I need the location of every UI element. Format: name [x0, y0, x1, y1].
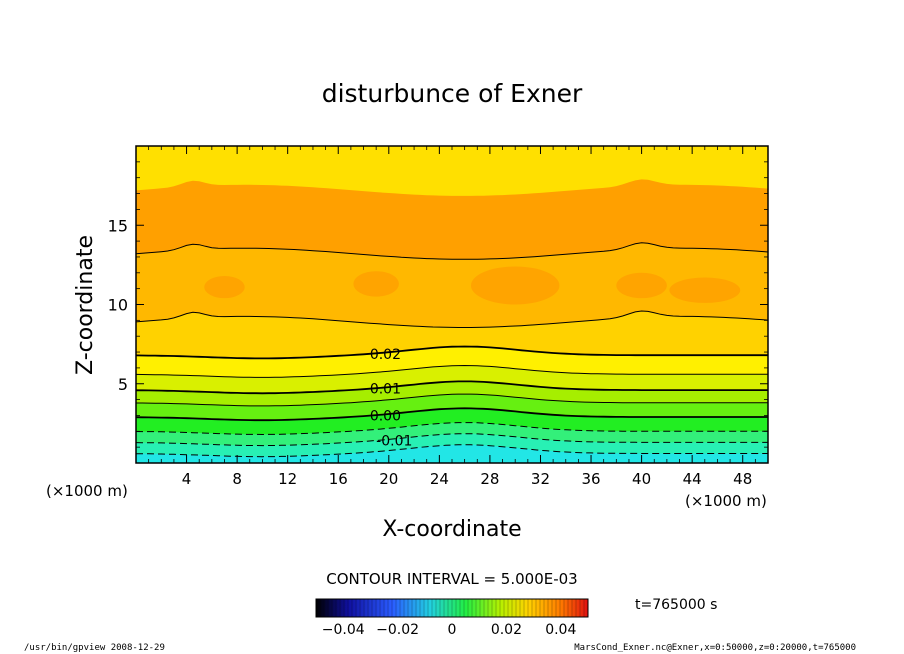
y-tick-label: 10 [108, 296, 128, 315]
contour-line-5 [136, 380, 768, 395]
max-region-0 [204, 275, 245, 299]
contour-label: 0.00 [370, 409, 401, 425]
x-tick-label: 20 [379, 470, 398, 488]
x-tick-label: 24 [430, 470, 449, 488]
x-tick-label: 8 [232, 470, 242, 488]
contour-line-0 [136, 444, 768, 458]
x-tick-label: 36 [581, 470, 600, 488]
contour-label: 0.01 [370, 382, 401, 398]
x-tick-label: 4 [182, 470, 192, 488]
contour-lines [136, 242, 768, 458]
x-tick-label: 12 [278, 470, 297, 488]
x-tick-label: 16 [329, 470, 348, 488]
colorbar-tick-label: 0 [448, 622, 457, 638]
contour-line-4 [136, 393, 768, 407]
contour-labels: 0.02 0.01 0.00 -0.01 [370, 347, 413, 450]
chart-title: disturbunce of Exner [322, 79, 583, 108]
max-region-3 [616, 272, 667, 299]
axis-ticks [136, 146, 768, 463]
contour-line-7 [136, 345, 768, 360]
max-region-1 [353, 271, 399, 297]
x-tick-label: 44 [683, 470, 702, 488]
colorbar-tick-label: −0.04 [322, 622, 365, 638]
y-axis-label: Z-coordinate [73, 235, 98, 375]
contour-line-9 [136, 242, 768, 260]
x-axis-label: X-coordinate [382, 517, 521, 542]
contour-line-1 [136, 433, 768, 447]
max-region-2 [470, 266, 560, 305]
x-tick-label: 28 [480, 470, 499, 488]
colorbar-tick-label: 0.02 [491, 622, 522, 638]
colorbar-tick-labels: −0.04 −0.02 0 0.02 0.04 [322, 622, 577, 638]
x-unit-right: (×1000 m) [685, 492, 767, 510]
contour-line-2 [136, 422, 768, 436]
footer-left: /usr/bin/gpview 2008-12-29 [24, 643, 165, 653]
x-tick-label: 40 [632, 470, 651, 488]
x-tick-label: 48 [733, 470, 752, 488]
colorbar: −0.04 −0.02 0 0.02 0.04 [315, 598, 589, 638]
footer-right: MarsCond_Exner.nc@Exner,x=0:50000,z=0:20… [574, 643, 856, 653]
contour-line-8 [136, 310, 768, 328]
contour-band-1 [136, 444, 768, 463]
contour-label: -0.01 [376, 433, 412, 449]
contour-label: 0.02 [370, 347, 401, 363]
y-tick-label: 5 [118, 375, 128, 394]
x-tick-label: 32 [531, 470, 550, 488]
time-label: t=765000 s [635, 597, 717, 613]
contour-interval-label: CONTOUR INTERVAL = 5.000E-03 [326, 570, 577, 588]
max-region-4 [669, 277, 741, 303]
y-tick-label: 15 [108, 216, 128, 235]
x-unit-left: (×1000 m) [46, 482, 128, 500]
colorbar-stripes [319, 599, 585, 617]
colorbar-tick-label: 0.04 [545, 622, 576, 638]
colorbar-tick-label: −0.02 [376, 622, 419, 638]
contour-line-3 [136, 407, 768, 422]
contour-line-6 [136, 364, 768, 378]
colorbar-gradient [315, 598, 589, 618]
